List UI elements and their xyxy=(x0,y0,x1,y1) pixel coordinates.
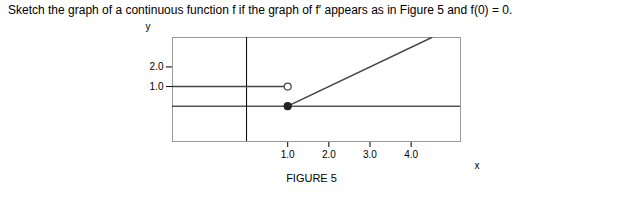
svg-text:2.0: 2.0 xyxy=(149,61,163,72)
svg-text:x: x xyxy=(474,160,479,171)
html-text:FIGURE 5: FIGURE 5 xyxy=(286,172,337,184)
svg-text:y: y xyxy=(145,21,150,32)
svg-text:3.0: 3.0 xyxy=(363,149,377,160)
svg-text:4.0: 4.0 xyxy=(404,149,418,160)
html-text:Sketch the graph of a continuo: Sketch the graph of a continuous functio… xyxy=(8,3,513,17)
svg-text:1.0: 1.0 xyxy=(280,149,294,160)
svg-text:1.0: 1.0 xyxy=(149,81,163,92)
svg-text:2.0: 2.0 xyxy=(321,149,335,160)
